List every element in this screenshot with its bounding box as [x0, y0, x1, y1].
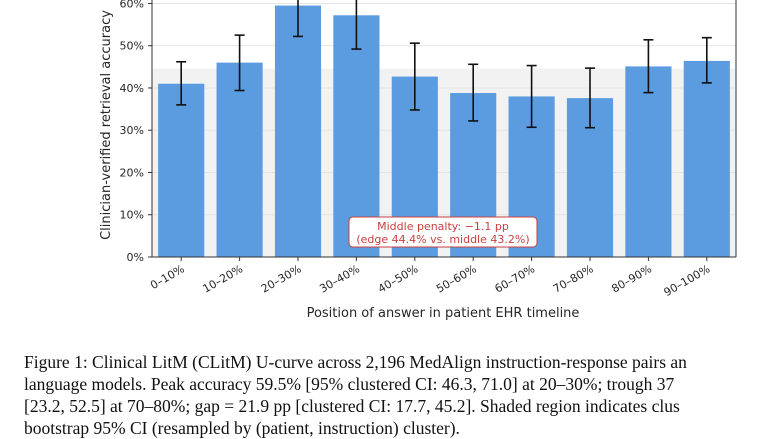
bar — [683, 60, 730, 258]
figure-caption: Figure 1: Clinical LitM (CLitM) U-curve … — [24, 351, 777, 439]
y-tick-label: 10% — [120, 209, 144, 222]
caption-line: bootstrap 95% CI (resampled by (patient,… — [24, 418, 460, 438]
caption-line: [23.2, 52.5] at 70–80%; gap = 21.9 pp [c… — [24, 396, 680, 416]
x-tick-label: 60–70% — [493, 262, 538, 295]
bar — [274, 5, 322, 258]
x-tick-label: 20–30% — [259, 262, 304, 295]
bar — [625, 66, 672, 257]
annotation-text-line2: (edge 44.4% vs. middle 43.2%) — [356, 233, 529, 246]
bar — [158, 83, 205, 257]
y-tick-label: 0% — [127, 251, 144, 264]
x-axis-label: Position of answer in patient EHR timeli… — [307, 306, 580, 321]
x-tick-label: 0–10% — [148, 262, 187, 292]
annotation-box — [348, 216, 538, 248]
x-tick-label: 50–60% — [434, 262, 479, 295]
y-axis-label: Clinician-verified retrieval accuracy — [99, 10, 114, 240]
x-tick-label: 90–100% — [662, 262, 713, 299]
x-tick-label: 70–80% — [551, 262, 596, 295]
y-tick-label: 40% — [120, 82, 144, 95]
y-tick-label: 50% — [120, 40, 144, 53]
bar — [216, 62, 263, 258]
y-tick-label: 30% — [120, 124, 144, 137]
x-tick-label: 10–20% — [201, 262, 246, 295]
x-tick-label: 40–50% — [376, 262, 421, 295]
y-tick-label: 20% — [120, 166, 144, 179]
x-tick-label: 30–40% — [317, 262, 362, 295]
bar-chart: 0% 10% 20% 30% 40% 50% 60% 0–10% 10–20% 20–30% 30–… — [99, 0, 737, 321]
x-tick-label: 80–90% — [609, 262, 654, 295]
caption-line: Figure 1: Clinical LitM (CLitM) U-curve … — [24, 352, 687, 372]
annotation-text-line1: Middle penalty: −1.1 pp — [377, 220, 509, 233]
y-tick-label: 60% — [120, 0, 144, 10]
caption-line: language models. Peak accuracy 59.5% [95… — [24, 374, 675, 394]
